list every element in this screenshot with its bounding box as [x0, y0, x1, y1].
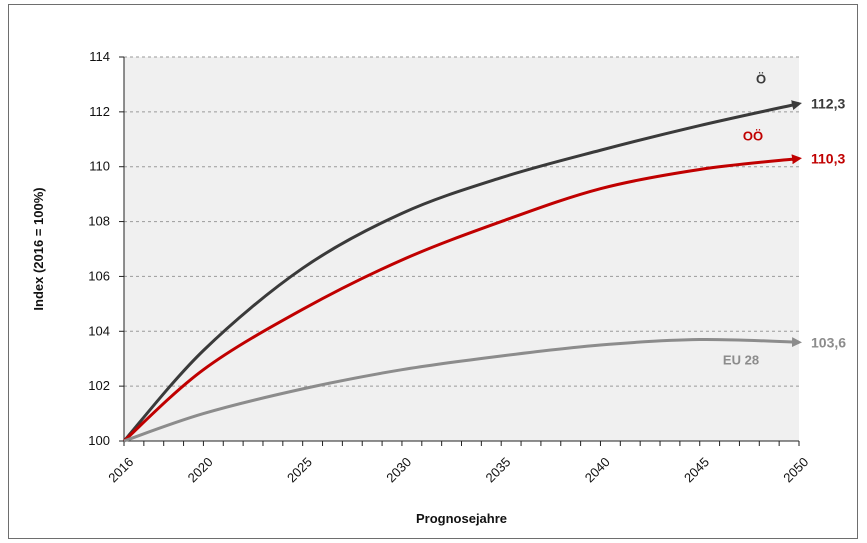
x-tick-label: 2035 [482, 454, 513, 485]
y-axis-title: Index (2016 = 100%) [31, 187, 46, 310]
y-tick-label: 114 [89, 49, 110, 64]
end-value-label: 103,6 [811, 334, 846, 350]
x-tick-label: 2045 [681, 454, 712, 485]
axes [119, 56, 800, 446]
y-tick-label: 100 [88, 433, 110, 448]
x-tick-label: 2020 [185, 454, 216, 485]
series-line-3 [123, 337, 802, 443]
series-labels: 112,3 Ö 110,3 OÖ 103,6 EU 28 [723, 72, 846, 368]
end-value-label: 112,3 [811, 96, 845, 112]
y-tick-label: 104 [88, 323, 110, 338]
end-value-label: 110,3 [811, 150, 845, 166]
x-tick-label: 2040 [582, 454, 613, 485]
x-tick-label: 2030 [383, 454, 414, 485]
chart-frame: 100 102 104 106 108 110 112 114 2016 2020 2025 2030… [8, 4, 858, 539]
plot-area [124, 57, 799, 441]
y-tick-label: 102 [88, 378, 110, 393]
series-name-label: EU 28 [723, 352, 759, 367]
series-name-label: OÖ [743, 128, 763, 143]
gridlines [124, 56, 799, 387]
y-tick-label: 108 [88, 214, 110, 229]
series-line-1 [122, 100, 802, 442]
series-line-2 [122, 154, 802, 443]
x-tick-label: 2016 [105, 454, 136, 485]
series-name-label: Ö [756, 72, 766, 87]
y-tick-label: 110 [89, 159, 110, 174]
x-tick-label: 2050 [780, 454, 811, 485]
series-lines [122, 100, 802, 443]
x-axis-title: Prognosejahre [416, 511, 507, 526]
line-chart: 100 102 104 106 108 110 112 114 2016 2020 2025 2030… [31, 49, 846, 526]
y-tick-label: 106 [88, 268, 110, 283]
x-tick-label: 2025 [284, 454, 315, 485]
y-tick-label: 112 [89, 104, 110, 119]
